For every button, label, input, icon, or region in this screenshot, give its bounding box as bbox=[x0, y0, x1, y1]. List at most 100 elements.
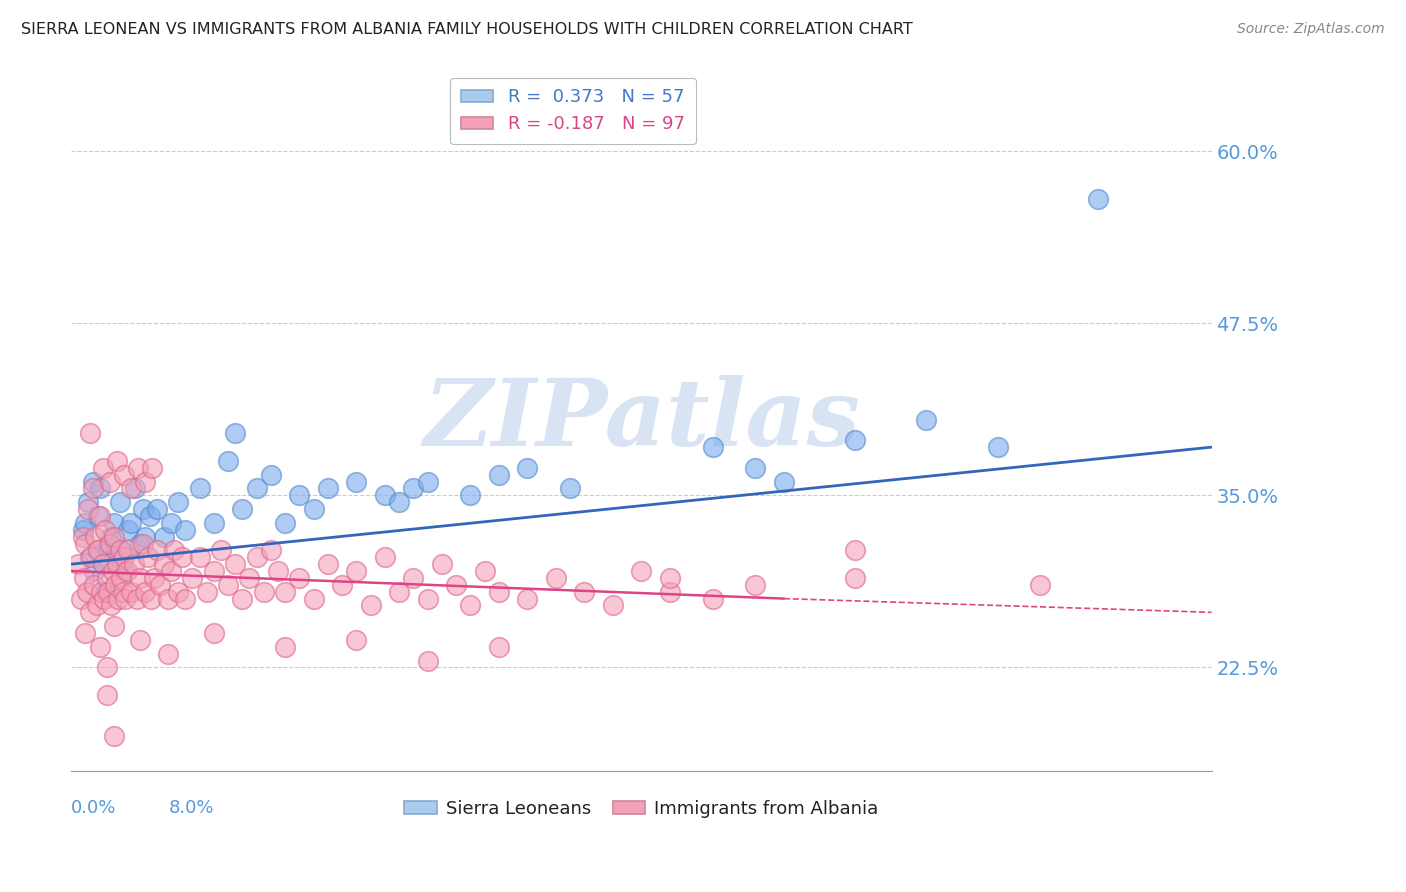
Point bbox=[149, 578, 172, 592]
Point bbox=[86, 599, 108, 613]
Point bbox=[128, 632, 150, 647]
Point bbox=[122, 557, 145, 571]
Point bbox=[97, 536, 120, 550]
Point bbox=[157, 647, 180, 661]
Point bbox=[209, 543, 232, 558]
Point bbox=[602, 599, 624, 613]
Point bbox=[84, 530, 107, 544]
Point bbox=[110, 543, 132, 558]
Point bbox=[100, 599, 122, 613]
Point bbox=[112, 550, 135, 565]
Point bbox=[145, 543, 167, 558]
Point bbox=[744, 578, 766, 592]
Point bbox=[416, 475, 439, 489]
Point bbox=[987, 440, 1010, 454]
Point bbox=[844, 571, 866, 585]
Point bbox=[302, 502, 325, 516]
Point bbox=[302, 591, 325, 606]
Point bbox=[202, 564, 225, 578]
Point bbox=[153, 530, 176, 544]
Point bbox=[103, 729, 125, 743]
Text: ZIPatlas: ZIPatlas bbox=[423, 375, 860, 465]
Point bbox=[90, 584, 112, 599]
Point bbox=[160, 564, 183, 578]
Point bbox=[288, 571, 311, 585]
Point bbox=[98, 475, 121, 489]
Point bbox=[75, 536, 97, 550]
Point bbox=[658, 571, 681, 585]
Point bbox=[488, 640, 510, 654]
Point bbox=[416, 591, 439, 606]
Text: SIERRA LEONEAN VS IMMIGRANTS FROM ALBANIA FAMILY HOUSEHOLDS WITH CHILDREN CORREL: SIERRA LEONEAN VS IMMIGRANTS FROM ALBANI… bbox=[21, 22, 912, 37]
Point bbox=[134, 530, 156, 544]
Point bbox=[128, 536, 150, 550]
Point bbox=[131, 536, 153, 550]
Point bbox=[915, 412, 938, 426]
Legend: Sierra Leoneans, Immigrants from Albania: Sierra Leoneans, Immigrants from Albania bbox=[396, 792, 886, 825]
Point bbox=[157, 591, 180, 606]
Point bbox=[224, 426, 246, 441]
Point bbox=[344, 564, 367, 578]
Point bbox=[77, 495, 100, 509]
Point bbox=[75, 626, 97, 640]
Point bbox=[474, 564, 496, 578]
Point bbox=[267, 564, 290, 578]
Point bbox=[245, 550, 267, 565]
Point bbox=[76, 584, 98, 599]
Point bbox=[231, 591, 253, 606]
Point bbox=[1029, 578, 1052, 592]
Text: 0.0%: 0.0% bbox=[72, 798, 117, 817]
Point bbox=[98, 536, 121, 550]
Point bbox=[108, 495, 131, 509]
Point bbox=[516, 460, 538, 475]
Point bbox=[658, 584, 681, 599]
Point bbox=[94, 584, 117, 599]
Point bbox=[103, 619, 125, 633]
Point bbox=[844, 543, 866, 558]
Point bbox=[344, 632, 367, 647]
Point bbox=[274, 516, 297, 530]
Point bbox=[96, 571, 118, 585]
Point bbox=[134, 584, 156, 599]
Point bbox=[136, 550, 159, 565]
Point bbox=[316, 557, 339, 571]
Point bbox=[374, 550, 396, 565]
Point bbox=[97, 584, 120, 599]
Point bbox=[83, 578, 105, 592]
Point bbox=[108, 543, 131, 558]
Point bbox=[460, 599, 482, 613]
Point bbox=[488, 584, 510, 599]
Point bbox=[430, 557, 453, 571]
Point bbox=[120, 482, 142, 496]
Point bbox=[316, 482, 339, 496]
Point bbox=[104, 578, 127, 592]
Point bbox=[125, 591, 148, 606]
Point bbox=[127, 460, 149, 475]
Point bbox=[80, 550, 103, 565]
Point bbox=[217, 578, 239, 592]
Point bbox=[460, 488, 482, 502]
Point bbox=[142, 571, 165, 585]
Text: 8.0%: 8.0% bbox=[169, 798, 214, 817]
Point bbox=[111, 584, 134, 599]
Point bbox=[145, 502, 167, 516]
Point bbox=[87, 543, 110, 558]
Point bbox=[79, 426, 101, 441]
Point bbox=[77, 502, 100, 516]
Point bbox=[181, 571, 204, 585]
Point bbox=[82, 482, 104, 496]
Point bbox=[374, 488, 396, 502]
Point bbox=[202, 626, 225, 640]
Point bbox=[260, 467, 283, 482]
Point bbox=[224, 557, 246, 571]
Point bbox=[231, 502, 253, 516]
Text: Source: ZipAtlas.com: Source: ZipAtlas.com bbox=[1237, 22, 1385, 37]
Point bbox=[91, 557, 114, 571]
Point bbox=[79, 550, 101, 565]
Point bbox=[172, 550, 194, 565]
Point bbox=[253, 584, 276, 599]
Point bbox=[330, 578, 353, 592]
Point bbox=[773, 475, 796, 489]
Point bbox=[444, 578, 467, 592]
Point bbox=[83, 564, 105, 578]
